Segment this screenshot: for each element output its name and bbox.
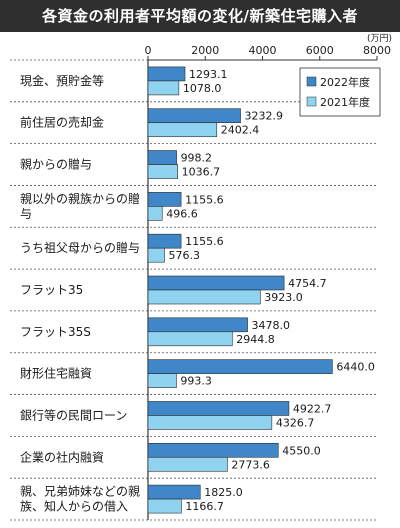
x-tick-label: 4000 <box>249 44 277 57</box>
data-label: 496.6 <box>166 207 198 220</box>
bar-2021 <box>147 247 165 263</box>
title-bar <box>0 0 400 32</box>
legend-label: 2021年度 <box>320 95 370 109</box>
legend-box <box>299 67 381 117</box>
data-label: 4550.0 <box>282 444 321 457</box>
data-label: 4754.7 <box>288 277 327 290</box>
category-label: 銀行等の民間ローン <box>20 408 127 422</box>
legend-label: 2022年度 <box>320 75 370 89</box>
x-tick-label: 0 <box>145 44 152 57</box>
x-tick-label: 2000 <box>191 44 219 57</box>
data-label: 1036.7 <box>182 166 221 179</box>
data-label: 1293.1 <box>189 68 228 81</box>
bar-2022 <box>147 192 182 207</box>
bar-2022 <box>147 317 248 333</box>
category-label: 親からの贈与 <box>20 157 92 172</box>
data-label: 4326.7 <box>276 416 315 429</box>
bar-2022 <box>147 484 201 500</box>
category-label: 族、知人からの借入 <box>20 500 128 514</box>
category-label: 親、兄弟姉妹などの親 <box>20 484 140 499</box>
data-label: 1825.0 <box>204 486 243 499</box>
category-label: フラット35S <box>20 325 91 339</box>
data-label: 998.2 <box>181 152 213 165</box>
data-label: 1166.7 <box>185 500 224 513</box>
bar-2021 <box>147 80 180 96</box>
bar-2022 <box>147 108 241 124</box>
category-label: 前住居の売却金 <box>20 115 104 130</box>
category-label: 財形住宅融資 <box>20 366 92 381</box>
data-label: 2402.4 <box>221 124 260 137</box>
bar-2021 <box>147 122 218 138</box>
category-label: 親以外の親族からの贈 <box>20 191 140 206</box>
bar-2022 <box>147 359 333 374</box>
legend-swatch-2021 <box>306 96 317 107</box>
legend-swatch-2022 <box>306 76 317 87</box>
category-label: うち祖父母からの贈与 <box>20 240 140 255</box>
bar-2022 <box>147 150 177 165</box>
data-label: 1078.0 <box>183 82 222 95</box>
data-label: 2773.6 <box>231 458 269 471</box>
bar-2021 <box>147 373 177 388</box>
data-label: 3923.0 <box>264 291 303 304</box>
bar-2022 <box>147 401 290 416</box>
data-label: 2944.8 <box>236 333 275 346</box>
unit-label: (万円) <box>367 33 392 44</box>
category-label: フラット35 <box>20 283 83 297</box>
category-label: 与 <box>20 207 32 221</box>
bar-2022 <box>147 233 182 249</box>
bar-2021 <box>147 456 228 472</box>
data-label: 3232.9 <box>245 110 283 123</box>
category-label: 現金、預貯金等 <box>20 73 104 88</box>
data-label: 993.3 <box>180 375 212 388</box>
data-label: 1155.6 <box>185 193 224 206</box>
bar-2021 <box>147 415 273 430</box>
data-label: 3478.0 <box>252 319 290 332</box>
bar-2022 <box>147 442 279 458</box>
bar-2022 <box>147 66 186 82</box>
category-label: 企業の社内融資 <box>20 449 104 464</box>
x-tick-label: 6000 <box>306 44 334 57</box>
bar-2021 <box>147 289 261 305</box>
bar-2021 <box>147 331 233 347</box>
bar-2021 <box>147 164 178 179</box>
data-label: 6440.0 <box>336 361 375 374</box>
chart-title: 各資金の利用者平均額の変化/新築住宅購入者 <box>42 7 358 25</box>
data-label: 4922.7 <box>293 402 332 415</box>
bar-2022 <box>147 275 285 291</box>
data-label: 1155.6 <box>185 235 224 248</box>
x-tick-label: 8000 <box>363 44 391 57</box>
data-label: 576.3 <box>168 249 200 262</box>
bar-2021 <box>147 206 163 221</box>
bar-2021 <box>147 498 182 514</box>
